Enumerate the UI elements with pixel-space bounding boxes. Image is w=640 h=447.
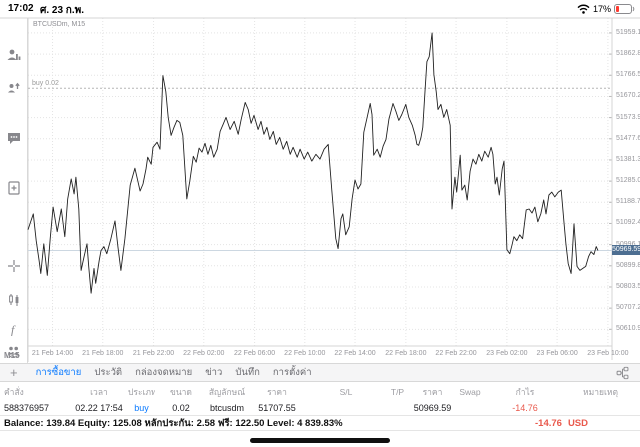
tab-3[interactable]: กล่องจดหมาย — [135, 367, 193, 378]
time-axis-label: 21 Feb 14:00 — [31, 350, 74, 357]
position-row[interactable]: 588376957 02.22 17:54 buy 0.02 btcusdm 51707.… — [0, 401, 640, 414]
price-axis-label: 51766.50 — [616, 71, 640, 79]
column-header: T/P — [390, 386, 405, 397]
status-date: ศ. 23 ก.พ. — [40, 5, 85, 16]
price-axis-label: 51285.00 — [616, 177, 640, 185]
column-header: ราคา — [267, 386, 287, 397]
time-axis-label: 23 Feb 06:00 — [536, 350, 578, 357]
home-indicator[interactable] — [250, 438, 390, 443]
price-axis-label: 51959.10 — [616, 28, 640, 36]
price-axis-label: 51670.20 — [616, 92, 640, 100]
price-axis-label: 50803.50 — [616, 282, 640, 290]
new-order-icon[interactable] — [6, 180, 22, 196]
left-toolbar: f M15 — [0, 18, 28, 363]
price-axis-label: 50899.80 — [616, 261, 640, 269]
community-chart-icon[interactable] — [6, 344, 22, 360]
svg-text:f: f — [11, 323, 16, 337]
candlestick-icon[interactable] — [6, 292, 22, 308]
price-axis-label: 51188.70 — [616, 198, 640, 206]
profit-currency: USD — [567, 417, 588, 429]
battery-percent: 17% — [592, 4, 611, 14]
price-axis-label: 51477.60 — [616, 134, 640, 142]
time-axis-label: 22 Feb 10:00 — [284, 350, 326, 357]
person-arrow-icon[interactable] — [6, 80, 22, 96]
time-axis-label: 22 Feb 06:00 — [233, 350, 276, 357]
bottom-tab-bar: + การซื้อขาย ประวัติ กล่องจดหมาย ข่าว บันทึก… — [0, 363, 640, 382]
column-header: หมายเหตุ — [583, 386, 618, 397]
price-axis-label: 50707.20 — [616, 304, 640, 312]
tab-5[interactable]: บันทึก — [235, 367, 260, 378]
buy-position-label: buy 0.02 — [30, 80, 61, 88]
time-axis-label: 22 Feb 22:00 — [435, 350, 477, 357]
column-header: ราคา — [422, 386, 443, 397]
tab-list: การซื้อขาย ประวัติ กล่องจดหมาย ข่าว บันทึก กา… — [36, 365, 312, 380]
tab-2[interactable]: ประวัติ — [94, 367, 123, 378]
row-cell: -14.76 — [512, 402, 538, 413]
profit-value: -14.76 — [535, 417, 562, 429]
add-icon[interactable]: + — [10, 365, 18, 380]
crosshair-icon[interactable] — [6, 258, 22, 274]
time-axis-label: 21 Feb 18:00 — [82, 350, 124, 357]
time-axis-label: 23 Feb 02:00 — [486, 350, 528, 357]
account-summary-row: Balance: 139.84 Equity: 125.08 หลักประกั… — [0, 415, 640, 431]
row-cell: 51707.55 — [258, 402, 296, 413]
indicators-icon[interactable]: f — [6, 321, 22, 337]
current-price-badge: 50969.59 — [612, 245, 640, 256]
account-chart-icon[interactable] — [6, 48, 22, 64]
time-axis-label: 21 Feb 22:00 — [132, 350, 175, 357]
price-axis-label: 50610.90 — [616, 325, 640, 333]
nodes-icon[interactable] — [615, 366, 630, 380]
column-header: กำไร — [515, 386, 535, 397]
price-axis-label: 51381.30 — [616, 155, 640, 163]
row-cell: 02.22 17:54 — [75, 402, 123, 413]
tab-6[interactable]: การตั้งค่า — [272, 367, 312, 378]
time-axis-label: 23 Feb 10:00 — [587, 350, 629, 357]
row-cell: btcusdm — [209, 402, 244, 413]
column-header: ขนาด — [170, 386, 192, 397]
tab-4[interactable]: ข่าว — [205, 367, 223, 378]
column-header: S/L — [339, 386, 353, 397]
time-axis-label: 22 Feb 18:00 — [385, 350, 427, 357]
column-header: ประเภท — [128, 386, 155, 397]
time-axis-label: 22 Feb 14:00 — [334, 350, 376, 357]
row-cell: 588376957 — [4, 402, 50, 413]
row-cell: 50969.59 — [413, 402, 452, 413]
clock: 17:02 — [8, 3, 34, 14]
chart-symbol-label: BTCUSDm, M15 — [33, 21, 86, 28]
price-axis-label: 51092.40 — [616, 219, 640, 227]
account-summary-text: Balance: 139.84 Equity: 125.08 หลักประกั… — [4, 417, 343, 429]
price-axis-label: 51862.80 — [616, 50, 640, 58]
wifi-icon — [577, 4, 590, 14]
column-header: คำสั่ง — [4, 386, 24, 397]
floating-profit: -14.76 USD — [535, 418, 588, 429]
battery-icon — [614, 4, 635, 14]
column-header: Swap — [459, 386, 481, 397]
tab-1[interactable]: การซื้อขาย — [35, 367, 82, 378]
row-cell: 0.02 — [172, 402, 190, 413]
row-cell: buy — [134, 402, 149, 413]
price-axis-label: 51573.90 — [616, 113, 640, 121]
time-axis-label: 22 Feb 02:00 — [183, 350, 225, 357]
chat-icon[interactable] — [6, 130, 22, 146]
price-axis-label: 50996.10 — [616, 240, 640, 248]
column-header: เวลา — [90, 386, 108, 397]
positions-table-header: คำสั่ง เวลา ประเภท ขนาด สัญลักษณ์ ราคา S/L T/P ร… — [0, 384, 640, 399]
timeframe-label[interactable]: M15 — [4, 351, 20, 360]
column-header: สัญลักษณ์ — [208, 386, 246, 397]
